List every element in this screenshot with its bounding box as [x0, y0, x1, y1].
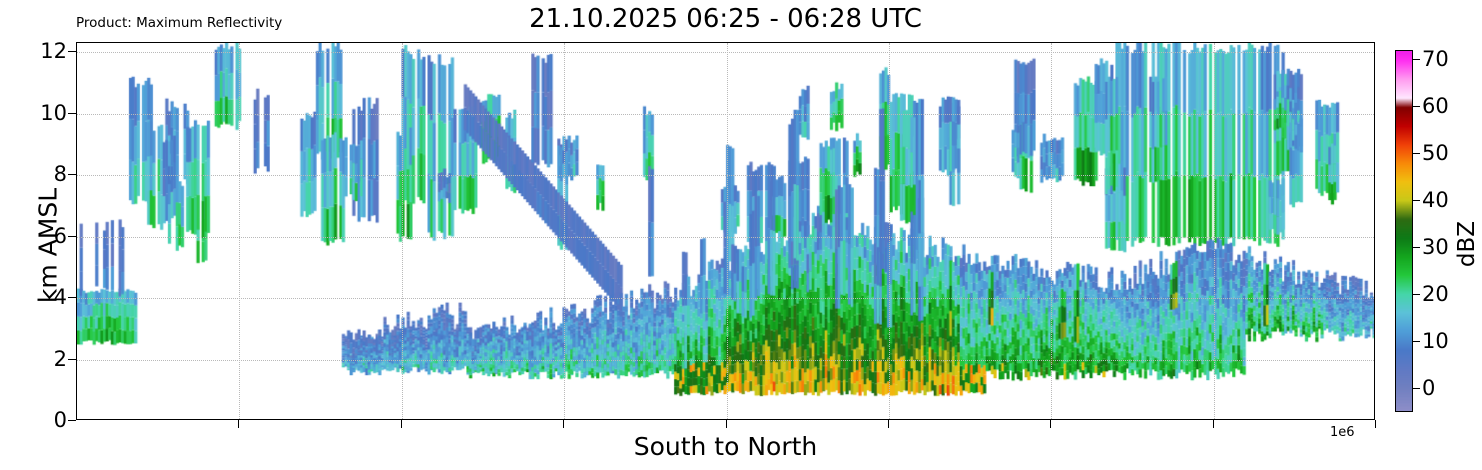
colorbar-tick-mark [1413, 106, 1420, 108]
colorbar-tick-label: 20 [1422, 282, 1449, 307]
colorbar-tick-mark [1413, 59, 1420, 61]
x-tick-mark [1212, 420, 1214, 428]
reflectivity-heatmap [77, 43, 1374, 419]
colorbar-tick-mark [1413, 247, 1420, 249]
colorbar-tick-label: 70 [1422, 47, 1449, 72]
y-tick-label: 12 [40, 39, 67, 64]
y-tick-label: 0 [53, 408, 67, 432]
x-tick-mark [1375, 420, 1376, 428]
colorbar-tick-label: 30 [1422, 235, 1449, 260]
plot-area [76, 42, 1375, 420]
x-tick-mark [887, 420, 889, 428]
chart-title: 21.10.2025 06:25 - 06:28 UTC [529, 4, 922, 34]
y-tick-mark [68, 420, 76, 421]
y-tick-mark [68, 358, 76, 360]
x-tick-mark [1050, 420, 1052, 428]
y-axis-label: km AMSL [33, 187, 63, 304]
x-tick-mark [725, 420, 727, 428]
colorbar-tick-label: 60 [1422, 94, 1449, 119]
y-tick-mark [68, 297, 76, 299]
y-tick-label: 2 [53, 346, 67, 371]
colorbar-unit-label: dBZ [1454, 220, 1480, 268]
colorbar-tick-label: 10 [1422, 329, 1449, 354]
y-tick-label: 4 [53, 285, 67, 310]
colorbar-tick-mark [1413, 200, 1420, 202]
y-tick-mark [68, 112, 76, 114]
colorbar-tick-mark [1413, 153, 1420, 155]
y-tick-label: 6 [53, 223, 67, 248]
colorbar-tick-mark [1413, 341, 1420, 343]
y-tick-label: 10 [40, 100, 67, 125]
colorbar-gradient [1395, 50, 1413, 412]
product-label: Product: Maximum Reflectivity [76, 15, 283, 31]
y-tick-mark [68, 51, 76, 53]
colorbar [1395, 50, 1413, 412]
y-tick-label: 8 [53, 162, 67, 187]
y-tick-mark [68, 174, 76, 176]
x-tick-mark [400, 420, 402, 428]
colorbar-tick-label: 50 [1422, 141, 1449, 166]
colorbar-tick-mark [1413, 294, 1420, 296]
x-tick-mark [563, 420, 565, 428]
colorbar-tick-label: 0 [1422, 376, 1436, 401]
colorbar-tick-label: 40 [1422, 188, 1449, 213]
x-axis-offset-text: 1e6 [1330, 425, 1355, 440]
y-tick-mark [68, 235, 76, 237]
colorbar-tick-mark [1413, 388, 1420, 390]
x-axis-label: South to North [633, 432, 818, 461]
x-tick-mark [238, 420, 240, 428]
